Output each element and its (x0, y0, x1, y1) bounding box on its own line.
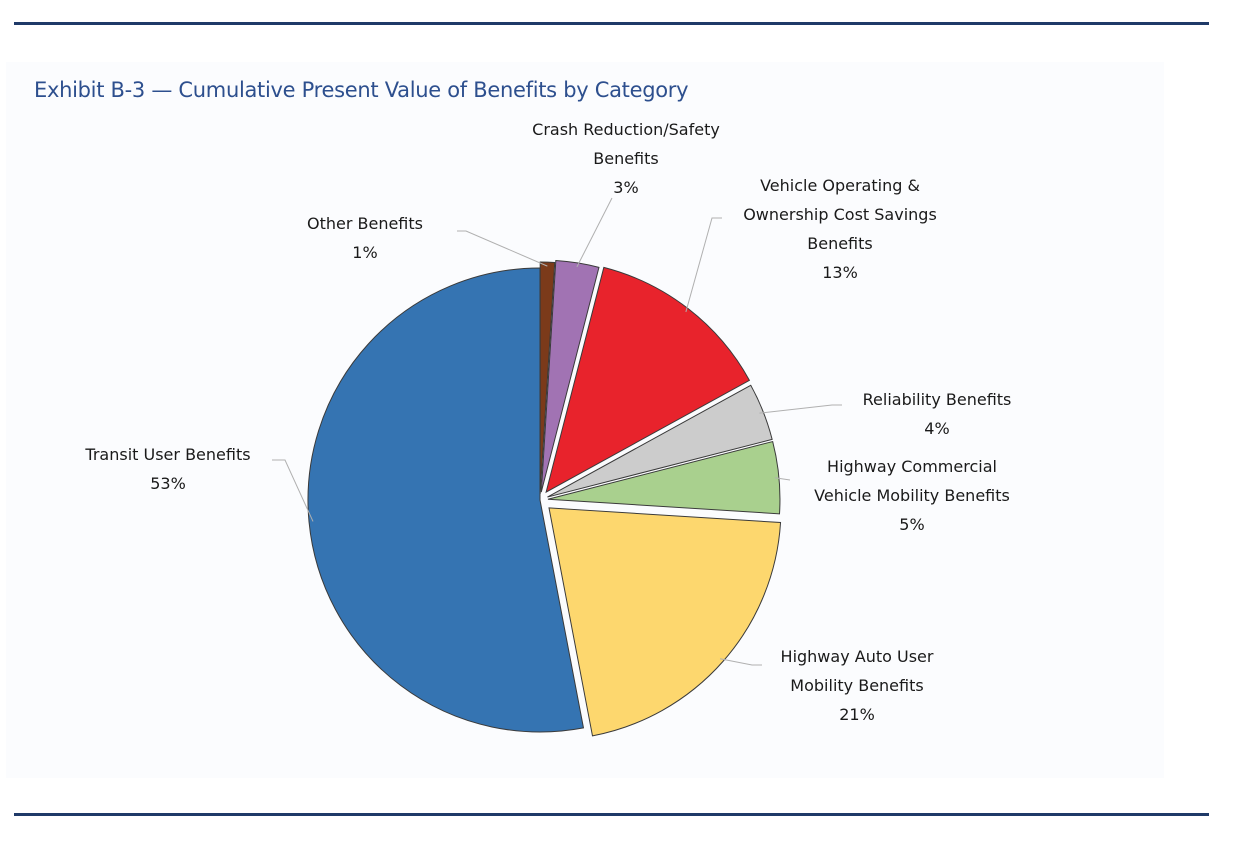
slice-label-line: Vehicle Mobility Benefits (814, 486, 1010, 505)
leader-line-highway-commercial-vehicle-mobility-benefits (774, 477, 791, 481)
slice-label-line: Transit User Benefits (84, 445, 250, 464)
pie-slices (307, 260, 782, 737)
slice-percent: 21% (839, 705, 875, 724)
data-label-crash-reduction-safety-benefits: Crash Reduction/Safety Benefits 3% (532, 120, 720, 197)
slice-percent: 4% (924, 419, 949, 438)
slice-label-line: Highway Auto User (781, 647, 934, 666)
data-label-reliability-benefits: Reliability Benefits 4% (863, 390, 1012, 438)
slice-percent: 5% (899, 515, 924, 534)
data-label-transit-user-benefits: Transit User Benefits 53% (84, 445, 250, 493)
leader-line-crash-reduction-safety-benefits (576, 197, 613, 268)
slice-highway-auto-user-mobility-benefits (548, 507, 782, 737)
slice-percent: 1% (352, 243, 377, 262)
slice-percent: 3% (613, 178, 638, 197)
slice-label-line: Ownership Cost Savings (743, 205, 937, 224)
data-label-other-benefits: Other Benefits 1% (307, 214, 423, 262)
chart-title: Exhibit B-3 — Cumulative Present Value o… (34, 78, 689, 102)
slice-label-line: Reliability Benefits (863, 390, 1012, 409)
slice-transit-user-benefits (307, 267, 585, 733)
leader-line-reliability-benefits (759, 404, 842, 414)
bottom-divider (14, 813, 1209, 816)
slice-label-line: Other Benefits (307, 214, 423, 233)
data-label-highway-commercial-vehicle-mobility-benefits: Highway Commercial Vehicle Mobility Benef… (814, 457, 1010, 534)
top-divider (14, 22, 1209, 25)
slice-label-line: Benefits (593, 149, 659, 168)
slice-crash-reduction-safety-benefits (540, 260, 600, 493)
leader-line-transit-user-benefits (272, 459, 314, 522)
slice-reliability-benefits (547, 384, 773, 498)
slice-percent: 53% (150, 474, 186, 493)
slice-vehicle-operating-ownership-cost-savings-benefits (545, 266, 751, 494)
leader-lines (272, 197, 842, 666)
slice-percent: 13% (822, 263, 858, 282)
slice-label-line: Crash Reduction/Safety (532, 120, 720, 139)
leader-line-other-benefits (457, 230, 548, 267)
slice-label-line: Benefits (807, 234, 873, 253)
slice-highway-commercial-vehicle-mobility-benefits (547, 440, 781, 515)
slice-labels: Other Benefits 1% Crash Reduction/Safety Be… (84, 120, 1011, 724)
slice-label-line: Vehicle Operating & (760, 176, 920, 195)
slice-other-benefits (539, 261, 556, 495)
leader-line-vehicle-operating-ownership-cost-savings-benefits (685, 217, 722, 313)
leader-line-highway-auto-user-mobility-benefits (719, 658, 762, 666)
data-label-highway-auto-user-mobility-benefits: Highway Auto User Mobility Benefits 21% (781, 647, 934, 724)
slice-label-line: Highway Commercial (827, 457, 997, 476)
slice-label-line: Mobility Benefits (790, 676, 923, 695)
data-label-vehicle-operating-ownership-cost-savings-benefits: Vehicle Operating & Ownership Cost Saving… (743, 176, 937, 282)
